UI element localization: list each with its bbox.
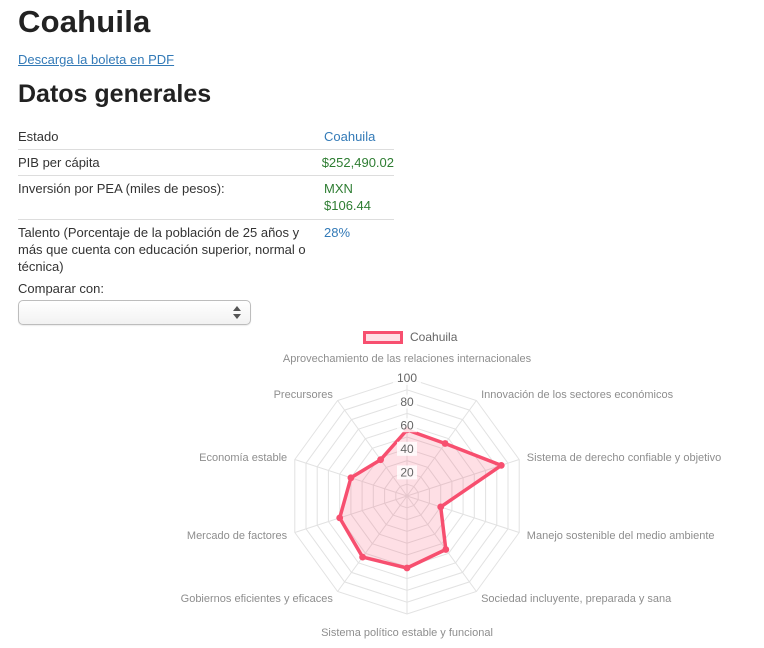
svg-text:Sistema político estable y fun: Sistema político estable y funcional — [321, 627, 493, 639]
table-row-value: MXN $106.44 — [324, 181, 371, 214]
svg-text:Manejo sostenible del medio am: Manejo sostenible del medio ambiente — [527, 530, 715, 542]
svg-text:100: 100 — [397, 371, 417, 385]
table-row-label: Inversión por PEA (miles de pesos): — [18, 181, 225, 197]
table-row-value: Coahuila — [324, 129, 376, 144]
table-row: PIB per cápita $252,490.02 — [18, 149, 394, 175]
table-row: Estado Coahuila — [18, 124, 394, 149]
table-row: Inversión por PEA (miles de pesos): MXN $1… — [18, 175, 394, 218]
svg-text:Aprovechamiento de las relacio: Aprovechamiento de las relaciones intern… — [283, 353, 532, 365]
svg-text:Innovación de los sectores eco: Innovación de los sectores económicos — [481, 389, 673, 401]
compare-label: Comparar con: — [18, 281, 104, 296]
svg-text:Sociedad incluyente, preparada: Sociedad incluyente, preparada y sana — [481, 593, 672, 605]
section-title: Datos generales — [18, 80, 212, 108]
svg-text:40: 40 — [400, 442, 414, 456]
svg-text:Mercado de factores: Mercado de factores — [187, 530, 288, 542]
datos-generales-table: Estado Coahuila PIB per cápita $252,490.02 I… — [18, 124, 394, 279]
pdf-download-link[interactable]: Descarga la boleta en PDF — [18, 52, 175, 67]
svg-text:Economía estable: Economía estable — [199, 452, 287, 464]
svg-text:Gobiernos eficientes y eficace: Gobiernos eficientes y eficaces — [181, 593, 334, 605]
svg-text:Sistema de derecho confiable y: Sistema de derecho confiable y objetivo — [527, 452, 721, 464]
table-row-label: Talento (Porcentaje de la población de 2… — [18, 224, 306, 274]
radar-chart: 20 40 60 80 100 Aprovechamiento de las relaci… — [181, 353, 722, 639]
svg-text:60: 60 — [400, 418, 414, 432]
select-stepper-arrows-icon — [233, 306, 241, 319]
table-row: Talento (Porcentaje de la población de 2… — [18, 218, 394, 279]
compare-select[interactable] — [18, 300, 251, 325]
table-row-label: Estado — [18, 129, 59, 144]
svg-text:Precursores: Precursores — [274, 389, 334, 401]
svg-text:20: 20 — [400, 466, 414, 480]
table-row-value: 28% — [324, 224, 351, 240]
table-row-value: $252,490.02 — [321, 155, 394, 171]
chart-legend-item[interactable]: Coahuila — [363, 330, 457, 344]
svg-text:80: 80 — [400, 395, 414, 409]
page-title: Coahuila — [18, 4, 151, 39]
table-row-label: PIB per cápita — [18, 155, 100, 171]
legend-color-box-icon — [363, 330, 403, 344]
legend-label: Coahuila — [410, 330, 458, 344]
